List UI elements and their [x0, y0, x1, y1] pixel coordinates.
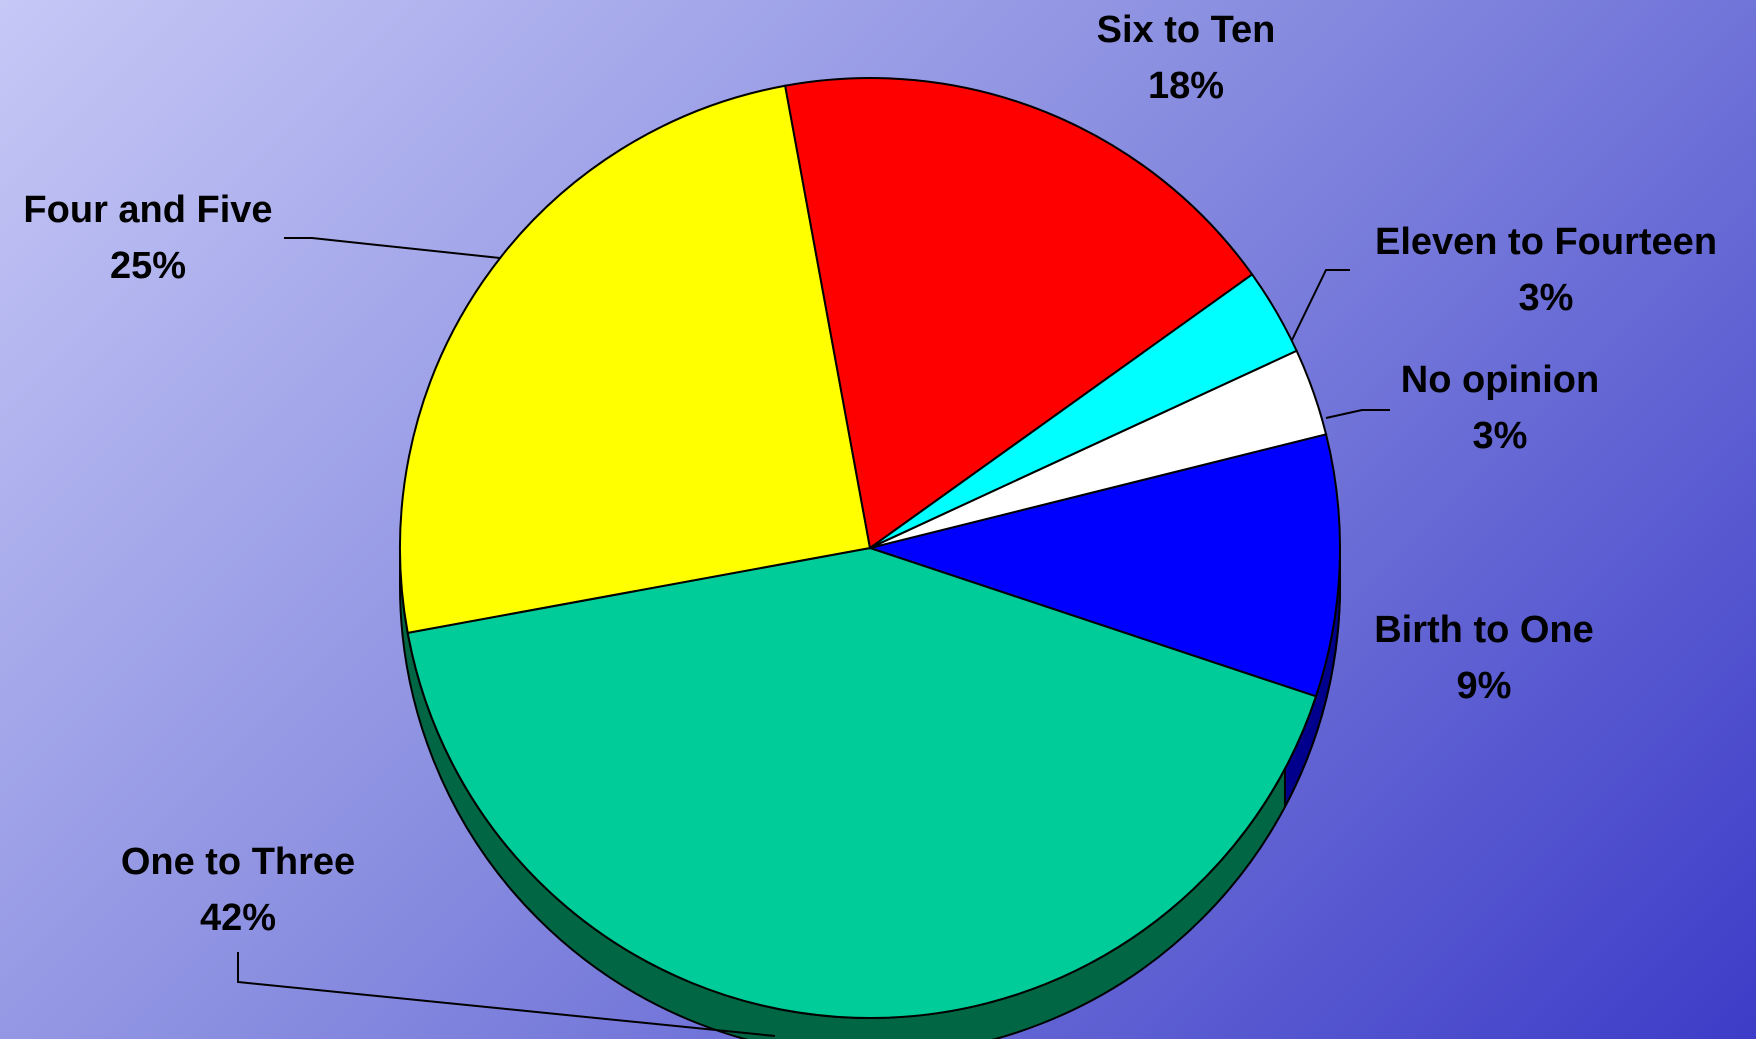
label-birth-to-one-pct: 9%	[1456, 665, 1512, 707]
label-eleven-to-fourteen-name: Eleven to Fourteen	[1374, 221, 1718, 263]
label-four-and-five: Four and Five 25%	[23, 182, 272, 294]
label-no-opinion-name: No opinion	[1400, 359, 1600, 401]
leader-line-no-opinion	[1325, 409, 1390, 419]
leader-line-four-and-five	[284, 237, 501, 259]
label-four-and-five-pct: 25%	[109, 245, 187, 287]
label-no-opinion: No opinion 3%	[1401, 352, 1599, 464]
label-eleven-to-fourteen: Eleven to Fourteen 3%	[1375, 214, 1717, 326]
label-one-to-three: One to Three 42%	[121, 834, 355, 946]
label-six-to-ten-pct: 18%	[1147, 65, 1225, 107]
label-one-to-three-pct: 42%	[199, 897, 277, 939]
pie-slice-no-opinion	[869, 349, 1328, 549]
pie-slice-birth-to-one	[866, 433, 1341, 698]
label-one-to-three-name: One to Three	[120, 841, 356, 883]
label-birth-to-one: Birth to One 9%	[1374, 602, 1594, 714]
label-eleven-to-fourteen-pct: 3%	[1518, 277, 1574, 319]
label-six-to-ten-name: Six to Ten	[1096, 9, 1276, 51]
pie-slice-one-to-three	[406, 546, 1318, 1019]
leader-line-one-to-three	[237, 952, 776, 1037]
leader-line-eleven-to-fourteen	[1291, 269, 1350, 341]
label-no-opinion-pct: 3%	[1472, 415, 1528, 457]
pie-slice-four-and-five	[399, 84, 872, 635]
pie-slice-six-to-ten	[783, 77, 1254, 550]
label-four-and-five-name: Four and Five	[23, 189, 273, 231]
label-birth-to-one-name: Birth to One	[1374, 609, 1594, 651]
label-six-to-ten: Six to Ten 18%	[1097, 2, 1276, 114]
